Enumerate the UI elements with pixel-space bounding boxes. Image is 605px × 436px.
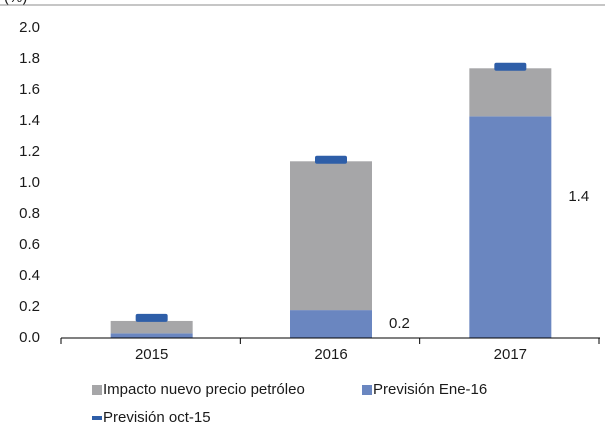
marker bbox=[494, 62, 527, 71]
y-tick-label: 1.6 bbox=[19, 81, 40, 98]
legend-label: Previsión oct-15 bbox=[103, 409, 211, 426]
x-tick-label: 2017 bbox=[494, 346, 527, 363]
x-tick-label: 2015 bbox=[135, 346, 168, 363]
y-tick-label: 0.6 bbox=[19, 236, 40, 253]
marker bbox=[135, 313, 168, 322]
y-tick-label: 1.4 bbox=[19, 112, 40, 129]
bar-segment bbox=[469, 116, 552, 338]
bar-segment bbox=[469, 68, 552, 117]
y-axis-label: (%) bbox=[4, 0, 27, 6]
data-label: 0.2 bbox=[389, 315, 410, 332]
y-tick-label: 1.8 bbox=[19, 50, 40, 67]
legend-swatch bbox=[92, 416, 102, 420]
y-tick-label: 2.0 bbox=[19, 19, 40, 36]
y-tick-label: 0.4 bbox=[19, 267, 40, 284]
legend-label: Previsión Ene-16 bbox=[373, 381, 487, 398]
bar-segment bbox=[110, 333, 193, 338]
marker bbox=[315, 155, 347, 164]
y-tick-label: 0.8 bbox=[19, 205, 40, 222]
bar-segment bbox=[110, 320, 193, 334]
data-label: 1.4 bbox=[568, 188, 589, 205]
legend-swatch bbox=[362, 385, 372, 395]
y-tick-label: 0.2 bbox=[19, 298, 40, 315]
legend-swatch bbox=[92, 385, 102, 395]
y-tick-label: 0.0 bbox=[19, 329, 40, 346]
bar-segment bbox=[290, 310, 372, 338]
x-tick-label: 2016 bbox=[314, 346, 347, 363]
bar-segment bbox=[290, 161, 372, 311]
legend-label: Impacto nuevo precio petróleo bbox=[103, 381, 305, 398]
y-tick-label: 1.2 bbox=[19, 143, 40, 160]
y-tick-label: 1.0 bbox=[19, 174, 40, 191]
